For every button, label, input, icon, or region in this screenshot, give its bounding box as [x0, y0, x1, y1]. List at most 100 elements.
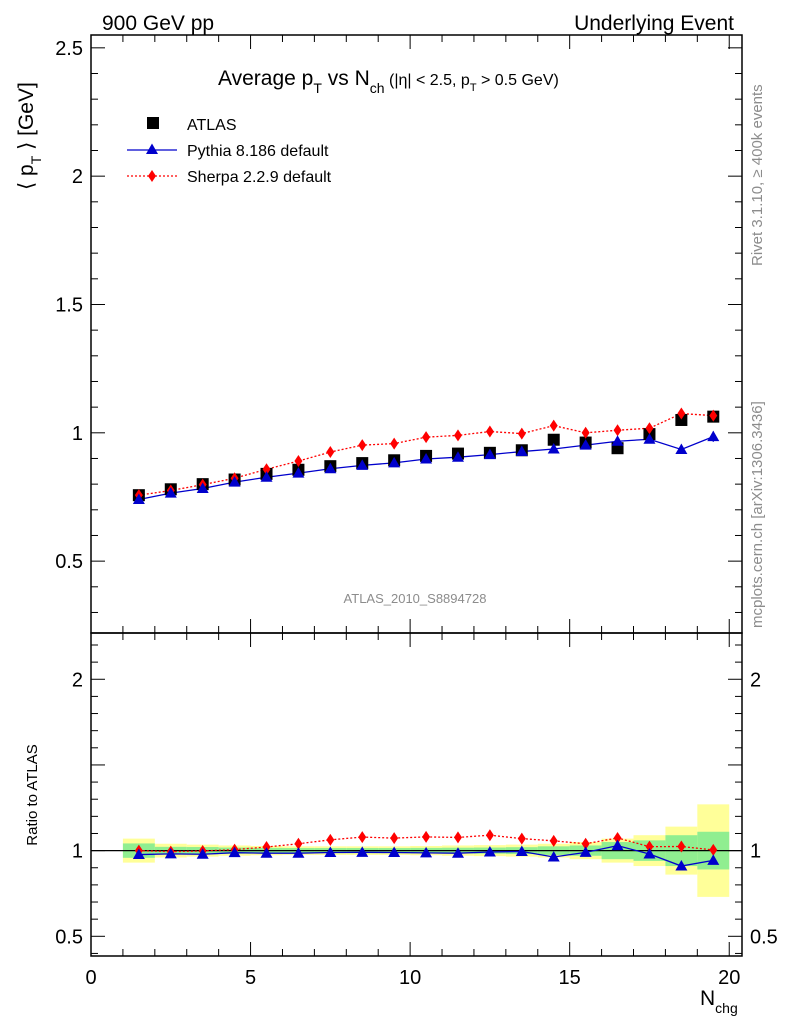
legend-sherpa-marker	[148, 170, 156, 182]
pythia-point	[420, 452, 433, 464]
main-y-tick-label: 1	[72, 423, 83, 445]
ratio-y-tick-label: 0.5	[55, 926, 83, 948]
analysis-tag: ATLAS_2010_S8894728	[344, 591, 487, 606]
sherpa-point	[485, 425, 494, 438]
pythia-point	[515, 445, 528, 457]
ratio-pythia-point	[196, 848, 209, 859]
sherpa-point	[294, 455, 303, 468]
ratio-y-tick-label: 1	[72, 841, 83, 863]
legend-atlas-marker	[147, 117, 159, 129]
pythia-point	[451, 451, 464, 462]
pythia-point	[132, 493, 145, 505]
ratio-pythia-point	[132, 848, 145, 860]
x-tick-label: 20	[718, 967, 740, 989]
sherpa-point	[453, 429, 462, 442]
ratio-pythia-point	[707, 854, 720, 865]
legend-pythia-marker	[146, 143, 158, 154]
ratio-sherpa-point	[549, 834, 558, 847]
header-left: 900 GeV pp	[102, 12, 214, 35]
pythia-point	[675, 443, 688, 454]
ratio-pythia-point	[579, 846, 592, 857]
pythia-point	[196, 482, 209, 494]
legend-atlas-label: ATLAS	[187, 117, 237, 134]
ratio-y-tick-label-right: 2	[750, 669, 761, 691]
ratio-panel-frame	[90, 632, 743, 957]
ratio-pythia-point	[388, 846, 401, 858]
main-panel: 0.5 1 1.5 2 2.5	[55, 35, 742, 633]
pythia-line	[138, 436, 714, 501]
sherpa-point	[677, 407, 686, 420]
ratio-sherpa-point	[358, 831, 367, 844]
main-y-tick-label: 0.5	[55, 551, 83, 573]
pythia-point	[547, 442, 560, 454]
ratio-pythia-point	[611, 839, 624, 851]
legend: ATLAS Pythia 8.186 default Sherpa 2.2.9 …	[127, 117, 332, 186]
x-tick-label: 10	[399, 967, 421, 989]
legend-sherpa-label: Sherpa 2.2.9 default	[187, 169, 332, 186]
ratio-pythia-point	[164, 847, 177, 859]
ratio-y-tick-label: 2	[72, 669, 83, 691]
sherpa-point	[390, 437, 399, 450]
ratio-sherpa-point	[262, 841, 271, 854]
sherpa-point	[581, 426, 590, 439]
ratio-pythia-point	[292, 847, 305, 858]
sherpa-point	[422, 431, 431, 444]
ratio-pythia-point	[260, 847, 273, 858]
ratio-y-tick-label-right: 1	[750, 841, 761, 863]
ratio-pythia-point	[483, 845, 496, 857]
ratio-sherpa-point	[485, 829, 494, 842]
pythia-point	[324, 462, 337, 474]
atlas-point	[547, 433, 560, 446]
plot-title: Average pT vs Nch (|η| < 2.5, pT > 0.5 G…	[218, 67, 559, 96]
x-tick-label: 0	[85, 967, 96, 989]
sherpa-point	[549, 419, 558, 432]
pythia-point	[707, 430, 720, 442]
ratio-pythia-point	[228, 846, 241, 858]
ratio-panel: 0.5 0.51 12 20 5 10 15 20	[55, 633, 778, 989]
sherpa-point	[709, 409, 718, 422]
pythia-point	[643, 433, 656, 444]
pythia-point	[579, 439, 592, 450]
sherpa-point	[645, 422, 654, 435]
mcplots-reference-text: mcplots.cern.ch [arXiv:1306.3436]	[749, 401, 766, 628]
ratio-pythia-point	[547, 850, 560, 862]
sherpa-point	[358, 439, 367, 452]
pythia-point	[292, 467, 305, 478]
sherpa-point	[262, 463, 271, 476]
x-axis-label: Nchg	[700, 987, 738, 1016]
pythia-point	[611, 435, 624, 446]
rivet-version-text: Rivet 3.1.10, ≥ 400k events	[749, 84, 766, 266]
main-y-tick-label: 2	[72, 166, 83, 188]
pythia-point	[356, 459, 369, 470]
sherpa-point	[517, 427, 526, 440]
x-tick-label: 15	[559, 967, 581, 989]
ratio-pythia-point	[515, 845, 528, 856]
ratio-sherpa-point	[645, 840, 654, 853]
ratio-y-axis-label: Ratio to ATLAS	[24, 744, 41, 845]
pythia-point	[388, 456, 401, 468]
ratio-pythia-point	[420, 846, 433, 858]
pythia-point	[483, 448, 496, 460]
sherpa-point	[613, 424, 622, 437]
ratio-pythia-point	[356, 846, 369, 857]
main-y-tick-label: 1.5	[55, 294, 83, 316]
x-tick-label: 5	[245, 967, 256, 989]
pythia-point	[228, 476, 241, 487]
header-right: Underlying Event	[574, 12, 734, 35]
legend-pythia-label: Pythia 8.186 default	[187, 143, 329, 160]
sherpa-point	[326, 446, 335, 459]
ratio-pythia-point	[675, 860, 688, 871]
ratio-pythia-point	[451, 847, 464, 858]
ratio-pythia-point	[643, 848, 656, 859]
ratio-sherpa-point	[453, 831, 462, 844]
ratio-sherpa-point	[709, 843, 718, 856]
pythia-point	[260, 471, 273, 482]
ratio-sherpa-point	[390, 832, 399, 845]
ratio-sherpa-point	[613, 831, 622, 844]
ratio-sherpa-point	[581, 837, 590, 850]
ratio-sherpa-point	[294, 837, 303, 850]
ratio-sherpa-point	[422, 830, 431, 843]
pythia-point	[164, 487, 177, 498]
ratio-pythia-point	[324, 846, 337, 858]
